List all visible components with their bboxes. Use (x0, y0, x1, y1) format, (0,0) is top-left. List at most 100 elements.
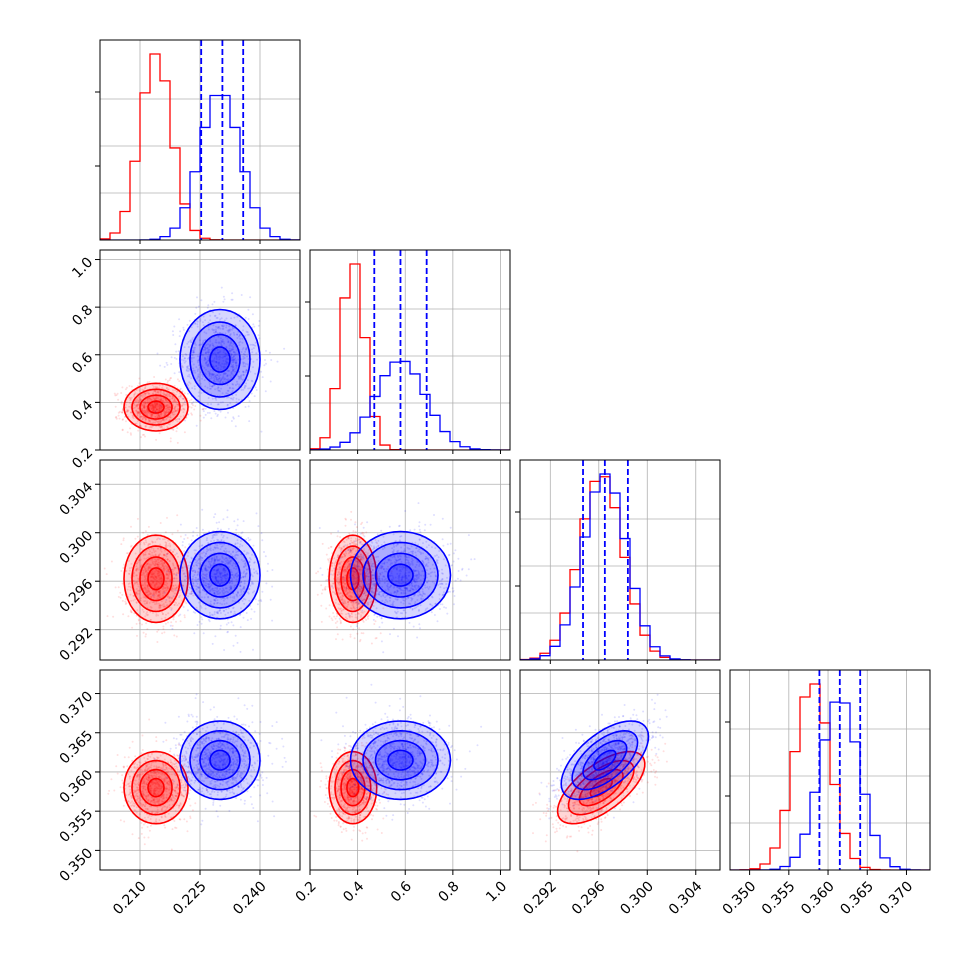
scatter-point (214, 397, 217, 400)
scatter-point (169, 395, 172, 398)
scatter-point (213, 516, 215, 519)
scatter-point (220, 378, 223, 381)
scatter-point (226, 378, 228, 381)
scatter-point (200, 392, 203, 394)
scatter-point (321, 588, 324, 591)
scatter-point (155, 403, 158, 406)
scatter-point (144, 409, 147, 412)
scatter-point (160, 419, 163, 422)
scatter-point (239, 626, 242, 629)
scatter-point (218, 377, 221, 379)
scatter-point (175, 358, 178, 360)
scatter-point (191, 402, 194, 405)
scatter-point (356, 632, 359, 635)
scatter-point (246, 619, 249, 622)
scatter-point (122, 418, 124, 421)
scatter-point (167, 388, 169, 391)
scatter-point (239, 340, 242, 343)
scatter-point (356, 546, 359, 549)
scatter-point (244, 371, 247, 373)
scatter-point (156, 416, 159, 418)
scatter-point (163, 591, 166, 594)
scatter-point (230, 376, 233, 379)
scatter-point (178, 418, 181, 420)
scatter-point (433, 514, 435, 516)
histogram-panel-1 (310, 250, 510, 450)
scatter-point (172, 334, 175, 336)
scatter-point (147, 401, 150, 404)
scatter-point (173, 407, 176, 410)
scatter-point (190, 339, 193, 342)
scatter-point (140, 407, 143, 410)
scatter-point (133, 403, 136, 406)
scatter-point (147, 392, 150, 395)
scatter-point (147, 452, 149, 454)
scatter-point (238, 383, 241, 386)
scatter-point (140, 398, 143, 401)
scatter-point (158, 384, 161, 387)
scatter-point (229, 349, 232, 352)
scatter-point (126, 410, 129, 413)
scatter-point (156, 408, 159, 411)
scatter-point (335, 638, 337, 641)
scatter-point (162, 418, 165, 421)
scatter-point (154, 390, 157, 393)
scatter-point (167, 408, 170, 411)
scatter-point (219, 332, 222, 335)
scatter-point (231, 359, 234, 362)
scatter-point (125, 420, 127, 423)
scatter-point (165, 393, 168, 396)
scatter-point (152, 409, 155, 411)
scatter-point (144, 635, 147, 638)
scatter-panel-2-1 (310, 502, 476, 654)
scatter-point (187, 346, 190, 348)
scatter-point (141, 388, 144, 391)
scatter-point (231, 390, 234, 393)
scatter-point (163, 414, 166, 417)
scatter-point (196, 325, 199, 328)
scatter-point (144, 395, 146, 397)
scatter-point (236, 333, 239, 336)
scatter-point (168, 402, 171, 405)
scatter-point (181, 390, 184, 393)
scatter-point (226, 353, 228, 356)
scatter-point (165, 410, 168, 413)
scatter-point (229, 343, 232, 346)
scatter-point (174, 343, 177, 346)
scatter-point (153, 406, 156, 409)
scatter-point (156, 402, 159, 405)
scatter-point (242, 347, 245, 349)
scatter-point (166, 425, 169, 428)
scatter-point (145, 412, 148, 415)
scatter-point (180, 358, 183, 361)
scatter-point (354, 530, 357, 533)
scatter-point (230, 371, 233, 373)
scatter-point (197, 305, 200, 308)
scatter-point (129, 432, 132, 435)
scatter-point (142, 416, 145, 419)
scatter-point (379, 632, 382, 635)
scatter-point (121, 418, 124, 421)
scatter-point (161, 384, 164, 387)
scatter-point (217, 362, 220, 365)
scatter-point (172, 400, 175, 403)
scatter-point (317, 570, 319, 573)
scatter-point (156, 402, 159, 404)
scatter-point (144, 411, 147, 414)
scatter-point (130, 385, 133, 388)
scatter-point (330, 617, 333, 620)
scatter-point (339, 619, 342, 622)
scatter-point (237, 415, 240, 418)
scatter-point (165, 386, 168, 389)
scatter-point (144, 385, 147, 388)
scatter-point (217, 351, 220, 354)
scatter-point (141, 418, 144, 420)
scatter-point (137, 403, 140, 406)
scatter-point (140, 415, 143, 418)
scatter-point (162, 628, 165, 630)
scatter-point (201, 508, 204, 511)
scatter-point (173, 325, 176, 328)
scatter-point (173, 398, 176, 401)
scatter-point (114, 416, 117, 419)
scatter-point (222, 518, 225, 521)
